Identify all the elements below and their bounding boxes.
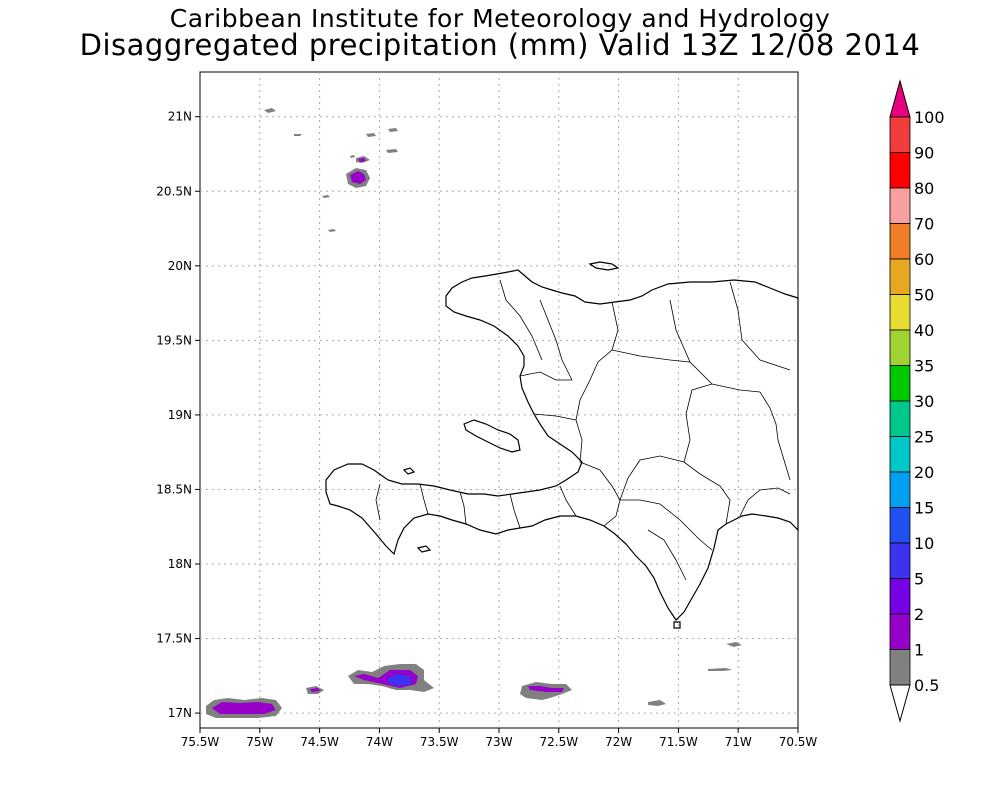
map-title: Caribbean Institute for Meteorology and …: [169, 4, 831, 33]
colorbar-label: 1: [914, 641, 924, 660]
admin-boundaries: [375, 279, 791, 581]
lon-tick-label: 74.5W: [300, 735, 339, 749]
colorbar-label: 0.5: [914, 676, 939, 695]
lon-tick-label: 70.5W: [779, 735, 818, 749]
precip-cell-purple: [212, 702, 276, 714]
precip-cell-gray: [294, 134, 302, 136]
precip-cell-gray: [648, 700, 666, 706]
colorbar-swatch: [889, 258, 911, 295]
tortuga-island-outline: [588, 261, 620, 271]
colorbar-swatch: [889, 223, 911, 260]
lon-tick-label: 73W: [485, 735, 512, 749]
colorbar-label: 10: [914, 534, 934, 553]
lon-tick-label: 71.5W: [659, 735, 698, 749]
colorbar-top-arrow: [889, 79, 911, 118]
colorbar-label: 5: [914, 570, 924, 589]
colorbar-label: 80: [914, 179, 934, 198]
colorbar-label: 25: [914, 428, 934, 447]
colorbar-label: 60: [914, 250, 934, 269]
lat-tick-label: 20N: [168, 259, 192, 273]
precip-cell-purple: [528, 686, 564, 692]
colorbar-swatch: [889, 542, 911, 579]
colorbar-label: 90: [914, 144, 934, 163]
precip-cell-gray: [386, 149, 398, 153]
colorbar-swatch: [889, 152, 911, 189]
colorbar-label: 2: [914, 605, 924, 624]
precip-cell-gray: [264, 108, 276, 113]
precip-cell-gray: [322, 195, 330, 198]
colorbar-swatch: [889, 578, 911, 615]
precipitation-cells: [206, 108, 742, 718]
colorbar-swatch: [889, 329, 911, 366]
colorbar-label: 15: [914, 499, 934, 518]
map-subtitle: Disaggregated precipitation (mm) Valid 1…: [79, 28, 921, 62]
lat-tick-label: 17N: [168, 706, 192, 720]
colorbar-label: 20: [914, 463, 934, 482]
lat-tick-label: 20.5N: [156, 184, 192, 198]
colorbar-label: 30: [914, 392, 934, 411]
colorbar-label: 70: [914, 215, 934, 234]
lon-tick-label: 72.5W: [540, 735, 579, 749]
graticule: [195, 72, 799, 733]
lon-tick-label: 73.5W: [420, 735, 459, 749]
colorbar-swatch: [889, 294, 911, 331]
colorbar-label: 40: [914, 321, 934, 340]
lat-tick-label: 19.5N: [156, 333, 192, 347]
colorbar-swatch: [889, 116, 911, 153]
lat-tick-label: 17.5N: [156, 632, 192, 646]
lat-tick-label: 18N: [168, 557, 192, 571]
colorbar-label: 50: [914, 286, 934, 305]
colorbar-bottom-arrow: [889, 684, 911, 723]
lon-tick-label: 75W: [246, 735, 273, 749]
islet-outline: [673, 621, 681, 629]
lat-tick-label: 18.5N: [156, 482, 192, 496]
lon-tick-label: 72W: [605, 735, 632, 749]
colorbar-swatch: [889, 507, 911, 544]
precip-cell-gray: [708, 668, 732, 671]
lon-tick-label: 71W: [725, 735, 752, 749]
colorbar-swatch: [889, 187, 911, 224]
colorbar-swatch: [889, 613, 911, 650]
islet-outline: [416, 545, 432, 553]
gonave-island-outline: [463, 419, 521, 453]
precip-cell-purple: [358, 158, 366, 162]
latitude-labels: 21N 20.5N 20N 19.5N 19N 18.5N 18N 17.5N 17N: [156, 110, 192, 720]
lat-tick-label: 21N: [168, 110, 192, 124]
colorbar-swatch: [889, 436, 911, 473]
lon-tick-label: 75.5W: [181, 735, 220, 749]
colorbar-label: 35: [914, 357, 934, 376]
precip-cell-purple: [350, 171, 366, 184]
precip-cell-gray: [726, 642, 742, 647]
lat-tick-label: 19N: [168, 408, 192, 422]
colorbar-swatch: [889, 365, 911, 402]
precip-cell-gray: [328, 229, 336, 232]
precip-cell-purple: [310, 688, 320, 692]
precip-cell-gray: [366, 133, 376, 137]
precip-cell-blue: [388, 674, 412, 686]
precip-cell-gray: [388, 128, 398, 132]
longitude-labels: 75.5W 75W 74.5W 74W 73.5W 73W 72.5W 72W 71.5W 71W…: [181, 735, 818, 749]
colorbar-swatch: [889, 400, 911, 437]
precip-cell-gray: [350, 155, 355, 158]
lon-tick-label: 74W: [366, 735, 393, 749]
colorbar-label: 100: [914, 108, 945, 127]
plot-area: [199, 71, 799, 729]
islet-outline: [402, 467, 416, 475]
colorbar-swatch: [889, 471, 911, 508]
colorbar-swatch: [889, 649, 911, 686]
colorbar: 100 90 80 70 60 50 40 35 30 25 20 15 10 5 2 1 0.5: [889, 79, 945, 723]
